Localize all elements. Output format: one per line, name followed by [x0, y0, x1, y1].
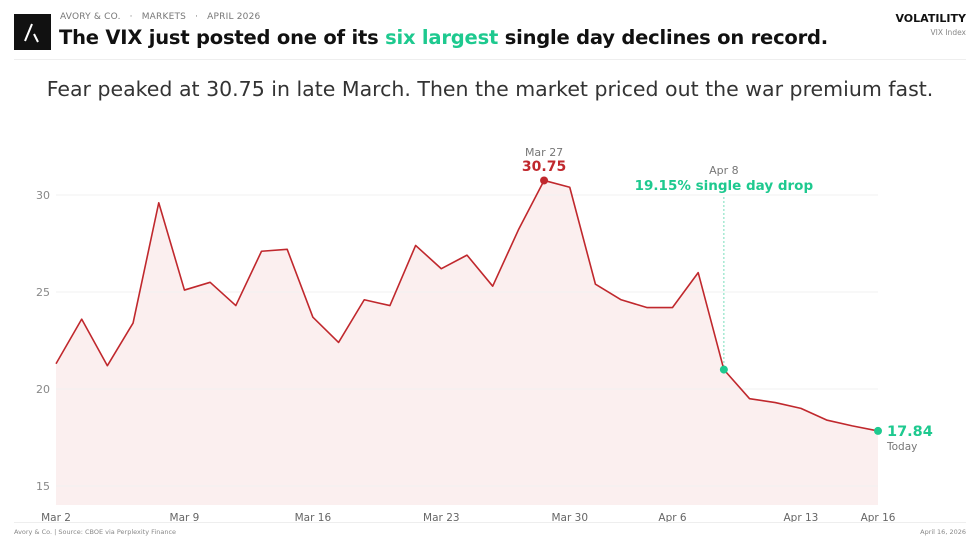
title-text: The VIX just posted one of its [59, 26, 386, 49]
x-tick-label: Apr 6 [658, 512, 687, 524]
x-tick-label: Mar 30 [551, 512, 588, 524]
x-tick-label: Apr 16 [861, 512, 896, 524]
x-tick-label: Mar 23 [423, 512, 460, 524]
x-tick-label: Mar 9 [170, 512, 200, 524]
separator: · [195, 12, 199, 22]
last-value-caption: Today [886, 441, 917, 453]
footer-source: Avory & Co. | Source: CBOE via Perplexit… [14, 528, 177, 536]
drop-point [719, 365, 728, 374]
x-tick-label: Mar 16 [295, 512, 332, 524]
brand-logo [14, 14, 51, 50]
footer-divider [14, 522, 966, 523]
page-title: The VIX just posted one of its six large… [59, 26, 828, 49]
issue-date: APRIL 2026 [207, 12, 261, 22]
footer-date: April 16, 2026 [920, 528, 966, 536]
x-tick-label: Mar 2 [41, 512, 71, 524]
title-highlight: six largest [385, 26, 499, 49]
separator: · [129, 12, 133, 22]
category-label: VOLATILITY [895, 12, 966, 25]
vix-series-line [55, 179, 879, 432]
header-meta: AVORY & CO. · MARKETS · APRIL 2026 [60, 12, 260, 22]
title-text-end: single day declines on record. [498, 26, 829, 49]
peak-date-label: Mar 27 [525, 146, 563, 159]
y-tick-label: 15 [36, 480, 50, 493]
category-sublabel: VIX Index [930, 28, 966, 37]
last-point [874, 426, 882, 435]
y-tick-label: 20 [36, 383, 50, 396]
drop-annotation: 19.15% single day drop [635, 178, 814, 194]
y-tick-label: 30 [36, 189, 50, 202]
brand-name: AVORY & CO. [60, 12, 121, 22]
area-fill [56, 180, 878, 505]
y-tick-label: 25 [36, 286, 50, 299]
header-divider [14, 59, 966, 60]
chart-subtitle: Fear peaked at 30.75 in late March. Then… [46, 77, 934, 101]
x-tick-label: Apr 13 [784, 512, 819, 524]
peak-value-label: 30.75 [522, 159, 566, 175]
last-value-label: 17.84 [887, 424, 933, 440]
peak-point [540, 176, 549, 185]
section-name: MARKETS [141, 12, 187, 22]
drop-date-label: Apr 8 [709, 164, 739, 177]
